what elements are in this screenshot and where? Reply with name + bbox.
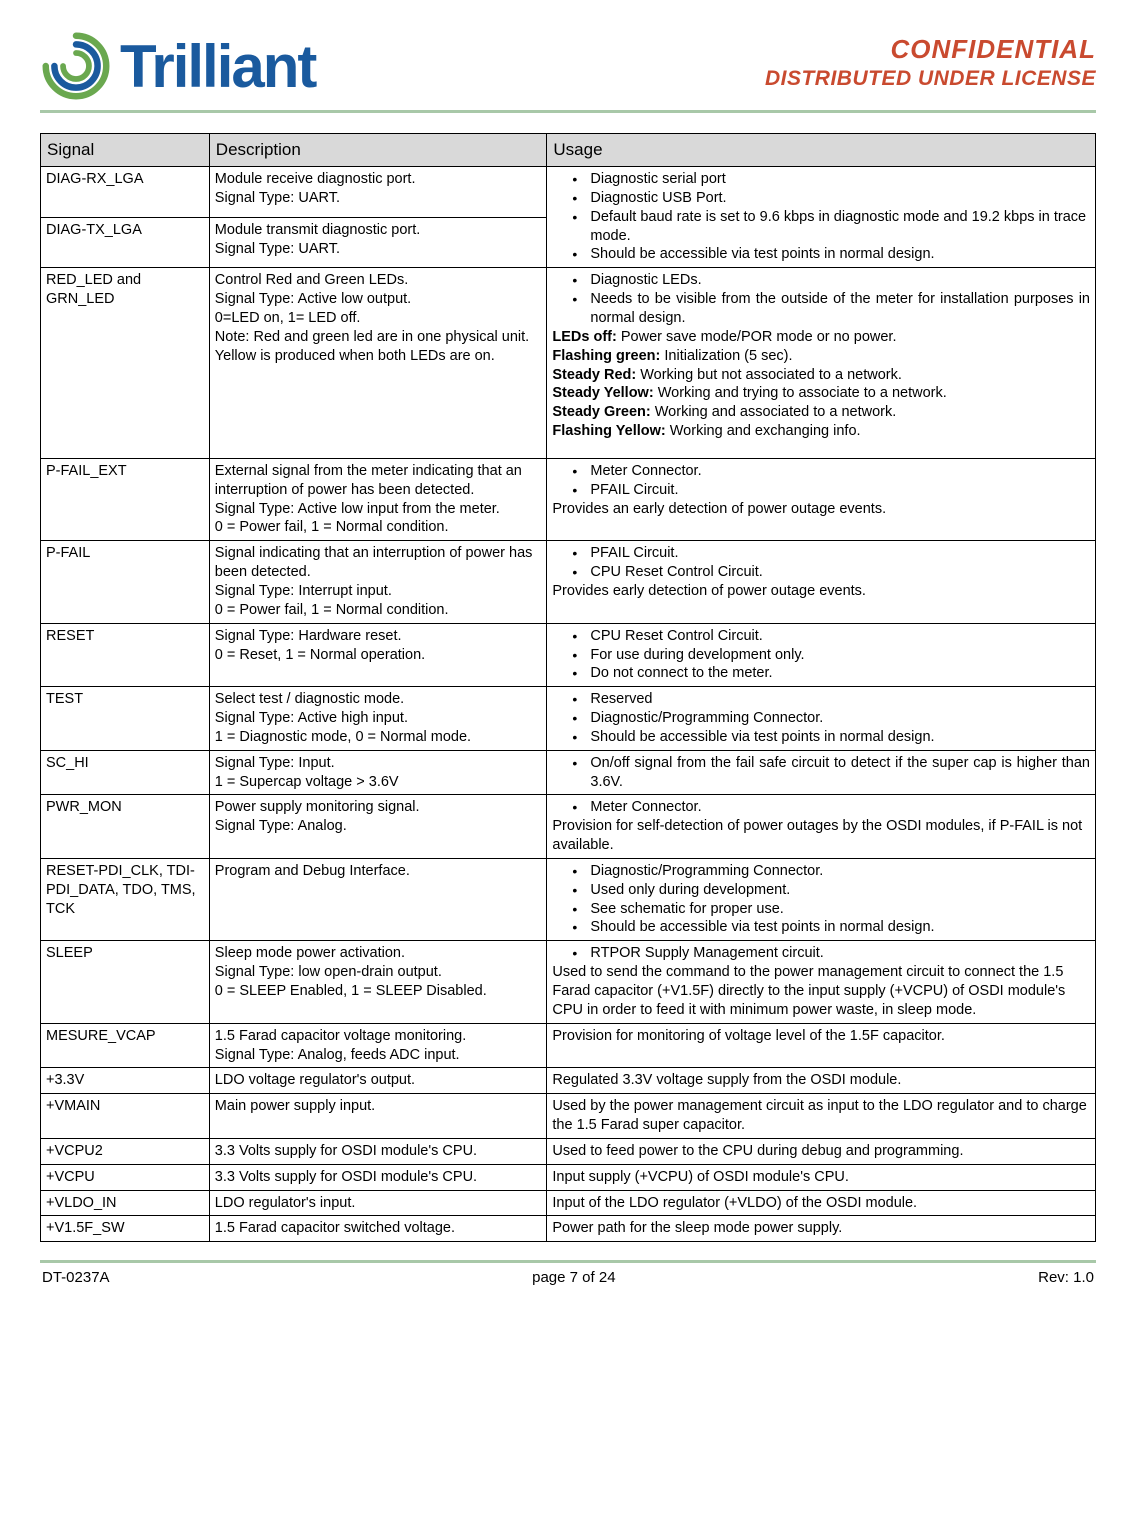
signal-cell: DIAG-RX_LGA xyxy=(41,167,210,218)
usage-cell: CPU Reset Control Circuit. For use durin… xyxy=(547,623,1096,687)
table-row: +VLDO_IN LDO regulator's input. Input of… xyxy=(41,1190,1096,1216)
desc-cell: Signal indicating that an interruption o… xyxy=(209,541,547,623)
confidential-line2: DISTRIBUTED UNDER LICENSE xyxy=(765,67,1096,91)
desc-cell: LDO voltage regulator's output. xyxy=(209,1068,547,1094)
logo: Trilliant xyxy=(40,30,315,102)
desc-cell: Module receive diagnostic port. Signal T… xyxy=(209,167,547,218)
logo-swirl-icon xyxy=(40,30,112,102)
usage-cell: RTPOR Supply Management circuit. Used to… xyxy=(547,941,1096,1023)
table-row: +VCPU2 3.3 Volts supply for OSDI module'… xyxy=(41,1138,1096,1164)
signal-cell: +V1.5F_SW xyxy=(41,1216,210,1242)
table-row: SLEEP Sleep mode power activation. Signa… xyxy=(41,941,1096,1023)
usage-cell: Meter Connector. Provision for self-dete… xyxy=(547,795,1096,859)
usage-cell: Used to feed power to the CPU during deb… xyxy=(547,1138,1096,1164)
footer-revision: Rev: 1.0 xyxy=(1038,1269,1094,1286)
signal-cell: SLEEP xyxy=(41,941,210,1023)
desc-cell: External signal from the meter indicatin… xyxy=(209,458,547,540)
desc-cell: Control Red and Green LEDs. Signal Type:… xyxy=(209,268,547,459)
signal-cell: SC_HI xyxy=(41,750,210,795)
signal-cell: +VCPU xyxy=(41,1164,210,1190)
usage-cell: PFAIL Circuit. CPU Reset Control Circuit… xyxy=(547,541,1096,623)
desc-cell: 3.3 Volts supply for OSDI module's CPU. xyxy=(209,1138,547,1164)
confidential-line1: CONFIDENTIAL xyxy=(765,34,1096,65)
signal-cell: RESET xyxy=(41,623,210,687)
desc-cell: LDO regulator's input. xyxy=(209,1190,547,1216)
table-row: +3.3V LDO voltage regulator's output. Re… xyxy=(41,1068,1096,1094)
signal-cell: P-FAIL_EXT xyxy=(41,458,210,540)
signal-cell: +VLDO_IN xyxy=(41,1190,210,1216)
usage-cell: Used by the power management circuit as … xyxy=(547,1094,1096,1139)
usage-cell: Diagnostic LEDs. Needs to be visible fro… xyxy=(547,268,1096,459)
usage-cell: On/off signal from the fail safe circuit… xyxy=(547,750,1096,795)
desc-cell: 3.3 Volts supply for OSDI module's CPU. xyxy=(209,1164,547,1190)
signal-cell: MESURE_VCAP xyxy=(41,1023,210,1068)
table-row: TEST Select test / diagnostic mode. Sign… xyxy=(41,687,1096,751)
desc-cell: Main power supply input. xyxy=(209,1094,547,1139)
desc-cell: Sleep mode power activation. Signal Type… xyxy=(209,941,547,1023)
usage-cell: Diagnostic serial port Diagnostic USB Po… xyxy=(547,167,1096,268)
desc-cell: Select test / diagnostic mode. Signal Ty… xyxy=(209,687,547,751)
table-row: RESET-PDI_CLK, TDI-PDI_DATA, TDO, TMS, T… xyxy=(41,858,1096,940)
confidential-block: CONFIDENTIAL DISTRIBUTED UNDER LICENSE xyxy=(765,30,1096,91)
desc-cell: 1.5 Farad capacitor switched voltage. xyxy=(209,1216,547,1242)
table-row: PWR_MON Power supply monitoring signal. … xyxy=(41,795,1096,859)
table-row: +VCPU 3.3 Volts supply for OSDI module's… xyxy=(41,1164,1096,1190)
header-rule xyxy=(40,110,1096,113)
table-row: +V1.5F_SW 1.5 Farad capacitor switched v… xyxy=(41,1216,1096,1242)
table-row: +VMAIN Main power supply input. Used by … xyxy=(41,1094,1096,1139)
table-row: SC_HI Signal Type: Input. 1 = Supercap v… xyxy=(41,750,1096,795)
signal-cell: P-FAIL xyxy=(41,541,210,623)
desc-cell: Program and Debug Interface. xyxy=(209,858,547,940)
desc-cell: 1.5 Farad capacitor voltage monitoring. … xyxy=(209,1023,547,1068)
table-row: P-FAIL Signal indicating that an interru… xyxy=(41,541,1096,623)
desc-cell: Signal Type: Hardware reset. 0 = Reset, … xyxy=(209,623,547,687)
page-header: Trilliant CONFIDENTIAL DISTRIBUTED UNDER… xyxy=(40,30,1096,102)
usage-cell: Regulated 3.3V voltage supply from the O… xyxy=(547,1068,1096,1094)
footer-doc-id: DT-0237A xyxy=(42,1269,110,1286)
signal-cell: DIAG-TX_LGA xyxy=(41,217,210,268)
desc-cell: Module transmit diagnostic port. Signal … xyxy=(209,217,547,268)
signal-cell: TEST xyxy=(41,687,210,751)
usage-cell: Meter Connector. PFAIL Circuit. Provides… xyxy=(547,458,1096,540)
table-row: MESURE_VCAP 1.5 Farad capacitor voltage … xyxy=(41,1023,1096,1068)
desc-cell: Signal Type: Input. 1 = Supercap voltage… xyxy=(209,750,547,795)
signal-cell: PWR_MON xyxy=(41,795,210,859)
th-description: Description xyxy=(209,134,547,167)
logo-text: Trilliant xyxy=(120,32,315,101)
page-footer: DT-0237A page 7 of 24 Rev: 1.0 xyxy=(40,1269,1096,1286)
signal-cell: RED_LED and GRN_LED xyxy=(41,268,210,459)
usage-cell: Input supply (+VCPU) of OSDI module's CP… xyxy=(547,1164,1096,1190)
footer-rule xyxy=(40,1260,1096,1263)
usage-cell: Power path for the sleep mode power supp… xyxy=(547,1216,1096,1242)
usage-cell: Diagnostic/Programming Connector. Used o… xyxy=(547,858,1096,940)
table-row: RED_LED and GRN_LED Control Red and Gree… xyxy=(41,268,1096,459)
table-row: DIAG-RX_LGA Module receive diagnostic po… xyxy=(41,167,1096,218)
usage-cell: Input of the LDO regulator (+VLDO) of th… xyxy=(547,1190,1096,1216)
signals-table: Signal Description Usage DIAG-RX_LGA Mod… xyxy=(40,133,1096,1242)
footer-page-num: page 7 of 24 xyxy=(532,1269,615,1286)
signal-cell: +VCPU2 xyxy=(41,1138,210,1164)
th-usage: Usage xyxy=(547,134,1096,167)
usage-cell: Provision for monitoring of voltage leve… xyxy=(547,1023,1096,1068)
desc-cell: Power supply monitoring signal. Signal T… xyxy=(209,795,547,859)
table-header-row: Signal Description Usage xyxy=(41,134,1096,167)
usage-cell: Reserved Diagnostic/Programming Connecto… xyxy=(547,687,1096,751)
table-row: RESET Signal Type: Hardware reset. 0 = R… xyxy=(41,623,1096,687)
signal-cell: +3.3V xyxy=(41,1068,210,1094)
table-row: P-FAIL_EXT External signal from the mete… xyxy=(41,458,1096,540)
signal-cell: RESET-PDI_CLK, TDI-PDI_DATA, TDO, TMS, T… xyxy=(41,858,210,940)
signal-cell: +VMAIN xyxy=(41,1094,210,1139)
th-signal: Signal xyxy=(41,134,210,167)
